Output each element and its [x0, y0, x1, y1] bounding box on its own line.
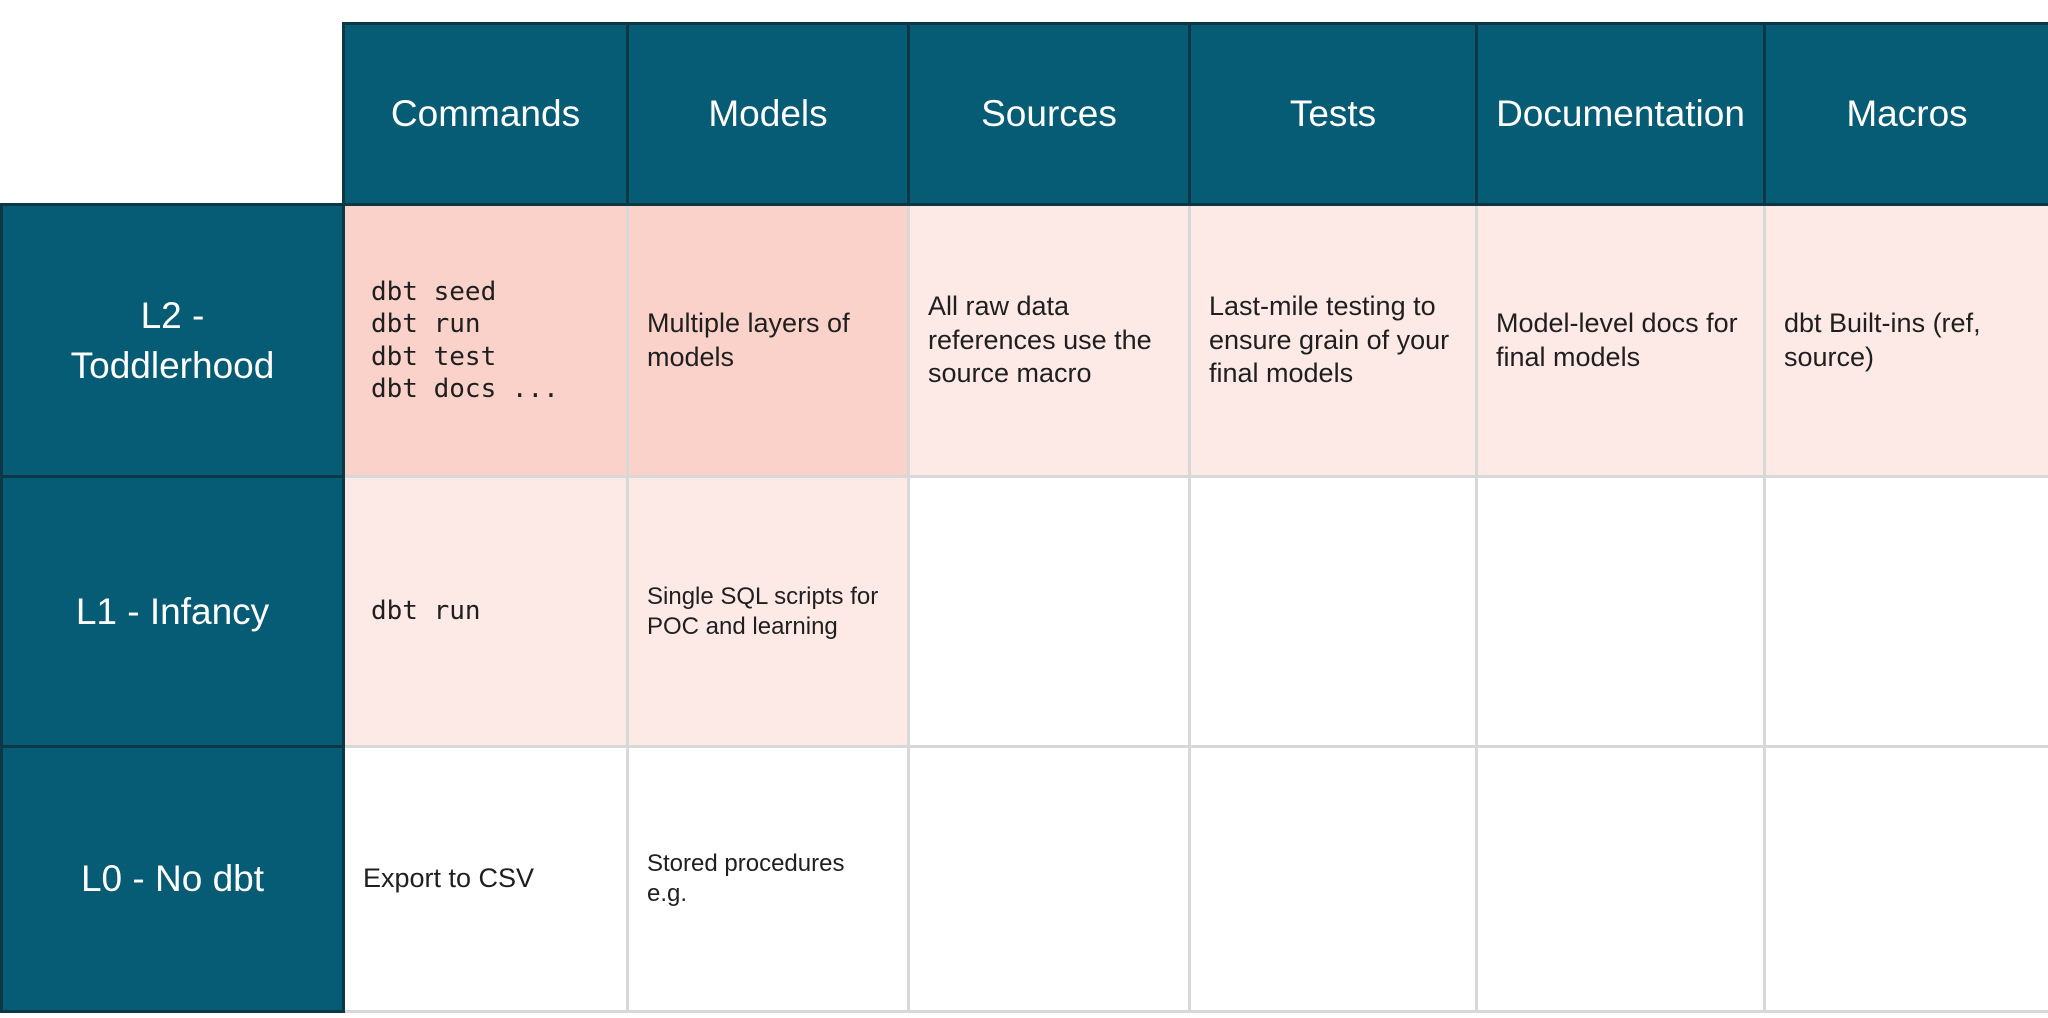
header-row: Commands Models Sources Tests Documentat…	[1, 22, 2048, 206]
dbt-maturity-table: Commands Models Sources Tests Documentat…	[0, 22, 2048, 1013]
cell-l2-macros: dbt Built-ins (ref, source)	[1763, 203, 2048, 478]
column-header-tests: Tests	[1188, 22, 1478, 206]
cell-l1-macros	[1763, 475, 2048, 748]
column-header-documentation: Documentation	[1475, 22, 1766, 206]
cell-l0-documentation	[1475, 745, 1766, 1013]
row-l1-infancy: L1 - Infancy dbt run Single SQL scripts …	[0, 475, 2048, 748]
cell-l2-sources: All raw data references use the source m…	[907, 203, 1191, 478]
row-header-l0-no-dbt: L0 - No dbt	[0, 745, 345, 1013]
row-l2-toddlerhood: L2 - Toddlerhood dbt seed dbt run dbt te…	[0, 203, 2048, 478]
column-header-sources: Sources	[907, 22, 1191, 206]
cell-l2-models: Multiple layers of models	[626, 203, 910, 478]
cell-l0-tests	[1188, 745, 1478, 1013]
row-header-label: L0 - No dbt	[80, 858, 265, 900]
column-header-macros: Macros	[1763, 22, 2048, 206]
cell-l2-tests: Last-mile testing to ensure grain of you…	[1188, 203, 1478, 478]
cell-l0-sources	[907, 745, 1191, 1013]
cell-l1-tests	[1188, 475, 1478, 748]
cell-l1-documentation	[1475, 475, 1766, 748]
row-l0-no-dbt: L0 - No dbt Export to CSV Stored procedu…	[0, 745, 2048, 1013]
cell-l0-models: Stored procedures e.g.	[626, 745, 910, 1013]
cell-l2-commands: dbt seed dbt run dbt test dbt docs ...	[342, 203, 629, 478]
row-header-l2-toddlerhood: L2 - Toddlerhood	[0, 203, 345, 478]
row-header-label: L2 - Toddlerhood	[70, 294, 275, 386]
row-header-l1-infancy: L1 - Infancy	[0, 475, 345, 748]
corner-cell	[1, 23, 344, 205]
row-header-label: L1 - Infancy	[75, 590, 270, 632]
cell-l0-commands: Export to CSV	[342, 745, 629, 1013]
cell-l1-models: Single SQL scripts for POC and learning	[626, 475, 910, 748]
cell-l2-documentation: Model-level docs for final models	[1475, 203, 1766, 478]
cell-l0-macros	[1763, 745, 2048, 1013]
cell-l1-commands: dbt run	[342, 475, 629, 748]
column-header-models: Models	[626, 22, 910, 206]
column-header-commands: Commands	[342, 22, 629, 206]
cell-l1-sources	[907, 475, 1191, 748]
